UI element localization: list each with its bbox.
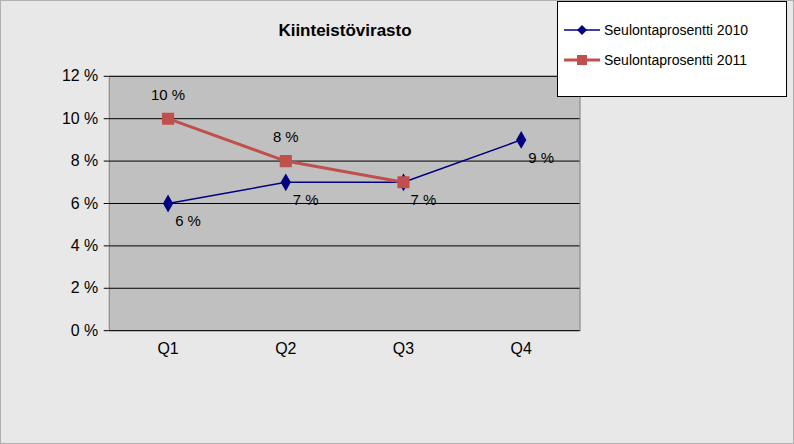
svg-text:10 %: 10 % bbox=[62, 110, 98, 127]
html-text:Kiinteistövirasto: Kiinteistövirasto bbox=[278, 21, 412, 40]
svg-text:7 %: 7 % bbox=[411, 191, 437, 208]
svg-text:2 %: 2 % bbox=[71, 279, 98, 296]
svg-text:7 %: 7 % bbox=[293, 191, 319, 208]
svg-text:10 %: 10 % bbox=[151, 86, 185, 103]
html-text:Seulontaprosentti 2011: Seulontaprosentti 2011 bbox=[604, 52, 747, 68]
svg-text:Q3: Q3 bbox=[393, 340, 414, 357]
svg-text:12 %: 12 % bbox=[62, 67, 98, 84]
svg-text:6 %: 6 % bbox=[71, 195, 98, 212]
svg-text:6 %: 6 % bbox=[175, 212, 201, 229]
svg-text:9 %: 9 % bbox=[528, 149, 554, 166]
svg-text:0 %: 0 % bbox=[71, 322, 98, 339]
svg-text:Q2: Q2 bbox=[275, 340, 296, 357]
svg-text:8 %: 8 % bbox=[71, 152, 98, 169]
html-text:Seulontaprosentti 2010: Seulontaprosentti 2010 bbox=[604, 22, 748, 38]
svg-text:4 %: 4 % bbox=[71, 237, 98, 254]
svg-text:Q4: Q4 bbox=[511, 340, 532, 357]
svg-text:Q1: Q1 bbox=[157, 340, 178, 357]
svg-text:8 %: 8 % bbox=[273, 128, 299, 145]
